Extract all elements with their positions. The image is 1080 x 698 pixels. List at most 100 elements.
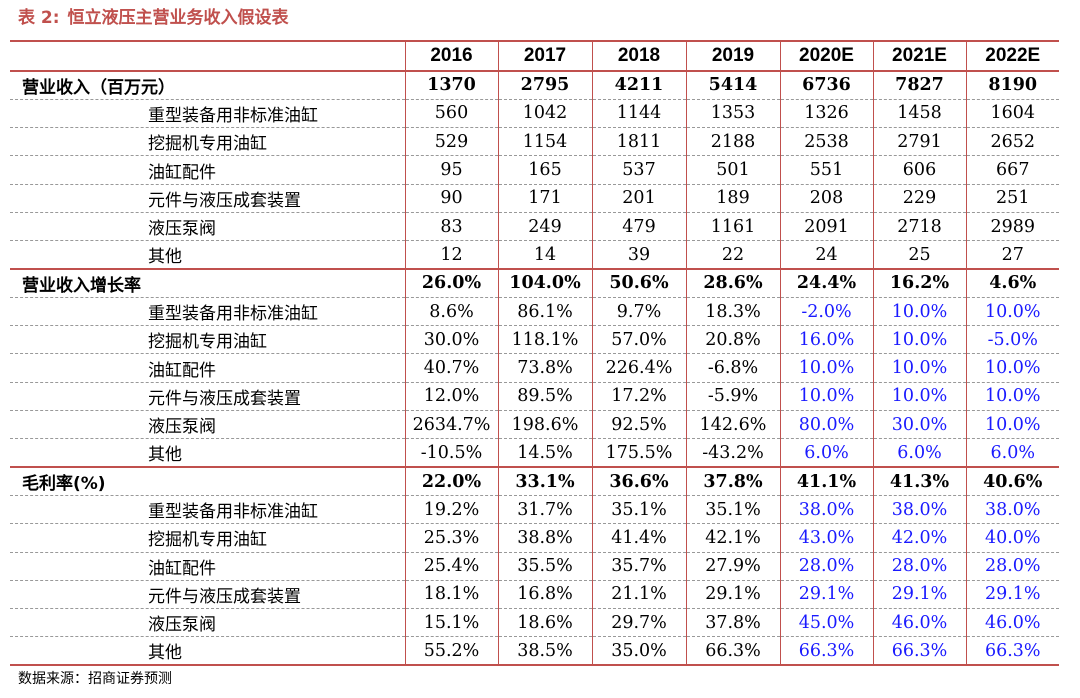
table-row: 挖掘机专用油缸 529 1154 1811 2188 2538 2791 2652 [10,127,1059,157]
year-header: 2020E [779,40,874,72]
year-header: 2018 [591,40,687,72]
value-cell: 201 [591,184,687,213]
value-cell: 30.0% [872,410,967,440]
value-cell: 1811 [591,127,687,157]
value-cell: 25 [872,240,967,270]
value-cell: 33.1% [497,466,593,496]
value-cell: 42.0% [872,523,967,553]
value-cell: 29.1% [779,580,874,610]
value-cell: 251 [965,184,1059,213]
value-cell: 28.0% [965,552,1059,581]
row-label: 营业收入（百万元） [10,69,406,100]
value-cell: 2538 [779,127,874,157]
table-row: 元件与液压成套装置 90 171 201 189 208 229 251 [10,184,1059,213]
value-cell: 35.1% [685,495,781,525]
value-cell: 189 [685,184,781,213]
table-row: 液压泵阀 15.1% 18.6% 29.7% 37.8% 45.0% 46.0% 46.0% [10,608,1059,638]
value-cell: 24 [779,240,874,270]
year-header: 2022E [965,40,1059,72]
table-row: 油缸配件 40.7% 73.8% 226.4% -6.8% 10.0% 10.0% 10.0% [10,353,1059,383]
value-cell: 4.6% [965,268,1059,298]
value-cell: 6.0% [779,438,874,468]
value-cell: 20.8% [685,325,781,355]
value-cell: 12 [404,240,499,270]
value-cell: 18.3% [685,297,781,327]
value-cell: 1144 [591,99,687,129]
value-cell: 14.5% [497,438,593,468]
value-cell: -6.8% [685,353,781,383]
data-source-note: 数据来源：招商证券预测 [18,671,172,687]
value-cell: 10.0% [872,325,967,355]
value-cell: 66.3% [685,636,781,667]
value-cell: 46.0% [965,608,1059,638]
row-label: 元件与液压成套装置 [10,184,406,213]
value-cell: 37.8% [685,608,781,638]
value-cell: 8.6% [404,297,499,327]
section-row: 营业收入增长率 26.0% 104.0% 50.6% 28.6% 24.4% 16.2% 4.… [10,268,1059,298]
value-cell: 10.0% [872,297,967,327]
table-number: 表 2: [18,8,60,28]
value-cell: 10.0% [965,297,1059,327]
row-label: 挖掘机专用油缸 [10,325,406,355]
value-cell: 10.0% [872,353,967,383]
value-cell: 5414 [685,69,781,100]
table-row: 重型装备用非标准油缸 8.6% 86.1% 9.7% 18.3% -2.0% 10.0% 10… [10,297,1059,327]
table-row: 元件与液压成套装置 18.1% 16.8% 21.1% 29.1% 29.1% 29.1% 2… [10,580,1059,610]
value-cell: 2791 [872,127,967,157]
value-cell: 104.0% [497,268,593,298]
value-cell: 6.0% [872,438,967,468]
value-cell: 66.3% [965,636,1059,667]
value-cell: 41.3% [872,466,967,496]
value-cell: 7827 [872,69,967,100]
row-label: 挖掘机专用油缸 [10,523,406,553]
value-cell: 171 [497,184,593,213]
value-cell: 90 [404,184,499,213]
table-row: 油缸配件 25.4% 35.5% 35.7% 27.9% 28.0% 28.0% 28.0% [10,552,1059,581]
value-cell: 529 [404,127,499,157]
row-label: 元件与液压成套装置 [10,580,406,610]
value-cell: 22 [685,240,781,270]
value-cell: 6736 [779,69,874,100]
value-cell: 2718 [872,212,967,242]
value-cell: 43.0% [779,523,874,553]
value-cell: 175.5% [591,438,687,468]
value-cell: 35.0% [591,636,687,667]
value-cell: 10.0% [779,353,874,383]
value-cell: 667 [965,155,1059,185]
value-cell: 18.1% [404,580,499,610]
value-cell: 6.0% [965,438,1059,468]
row-label: 液压泵阀 [10,212,406,242]
value-cell: 38.5% [497,636,593,667]
row-label: 其他 [10,240,406,270]
value-cell: 29.1% [685,580,781,610]
year-header: 2019 [685,40,781,72]
value-cell: 57.0% [591,325,687,355]
value-cell: 479 [591,212,687,242]
row-label: 重型装备用非标准油缸 [10,99,406,129]
section-row: 营业收入（百万元） 1370 2795 4211 5414 6736 7827 8190 [10,69,1059,100]
value-cell: 1604 [965,99,1059,129]
row-label: 其他 [10,438,406,468]
value-cell: 2989 [965,212,1059,242]
value-cell: 66.3% [872,636,967,667]
value-cell: 38.0% [872,495,967,525]
value-cell: 24.4% [779,268,874,298]
row-label: 挖掘机专用油缸 [10,127,406,157]
value-cell: 2188 [685,127,781,157]
value-cell: 28.6% [685,268,781,298]
value-cell: 10.0% [965,353,1059,383]
table-row: 其他 -10.5% 14.5% 175.5% -43.2% 6.0% 6.0% 6.0% [10,438,1059,468]
value-cell: 198.6% [497,410,593,440]
value-cell: 30.0% [404,325,499,355]
value-cell: 14 [497,240,593,270]
row-label: 液压泵阀 [10,608,406,638]
value-cell: 560 [404,99,499,129]
header-label-cell [10,40,406,72]
value-cell: 35.1% [591,495,687,525]
table-row: 挖掘机专用油缸 25.3% 38.8% 41.4% 42.1% 43.0% 42.0% 40.… [10,523,1059,553]
value-cell: -2.0% [779,297,874,327]
value-cell: 38.0% [779,495,874,525]
value-cell: 551 [779,155,874,185]
value-cell: 9.7% [591,297,687,327]
value-cell: 2652 [965,127,1059,157]
